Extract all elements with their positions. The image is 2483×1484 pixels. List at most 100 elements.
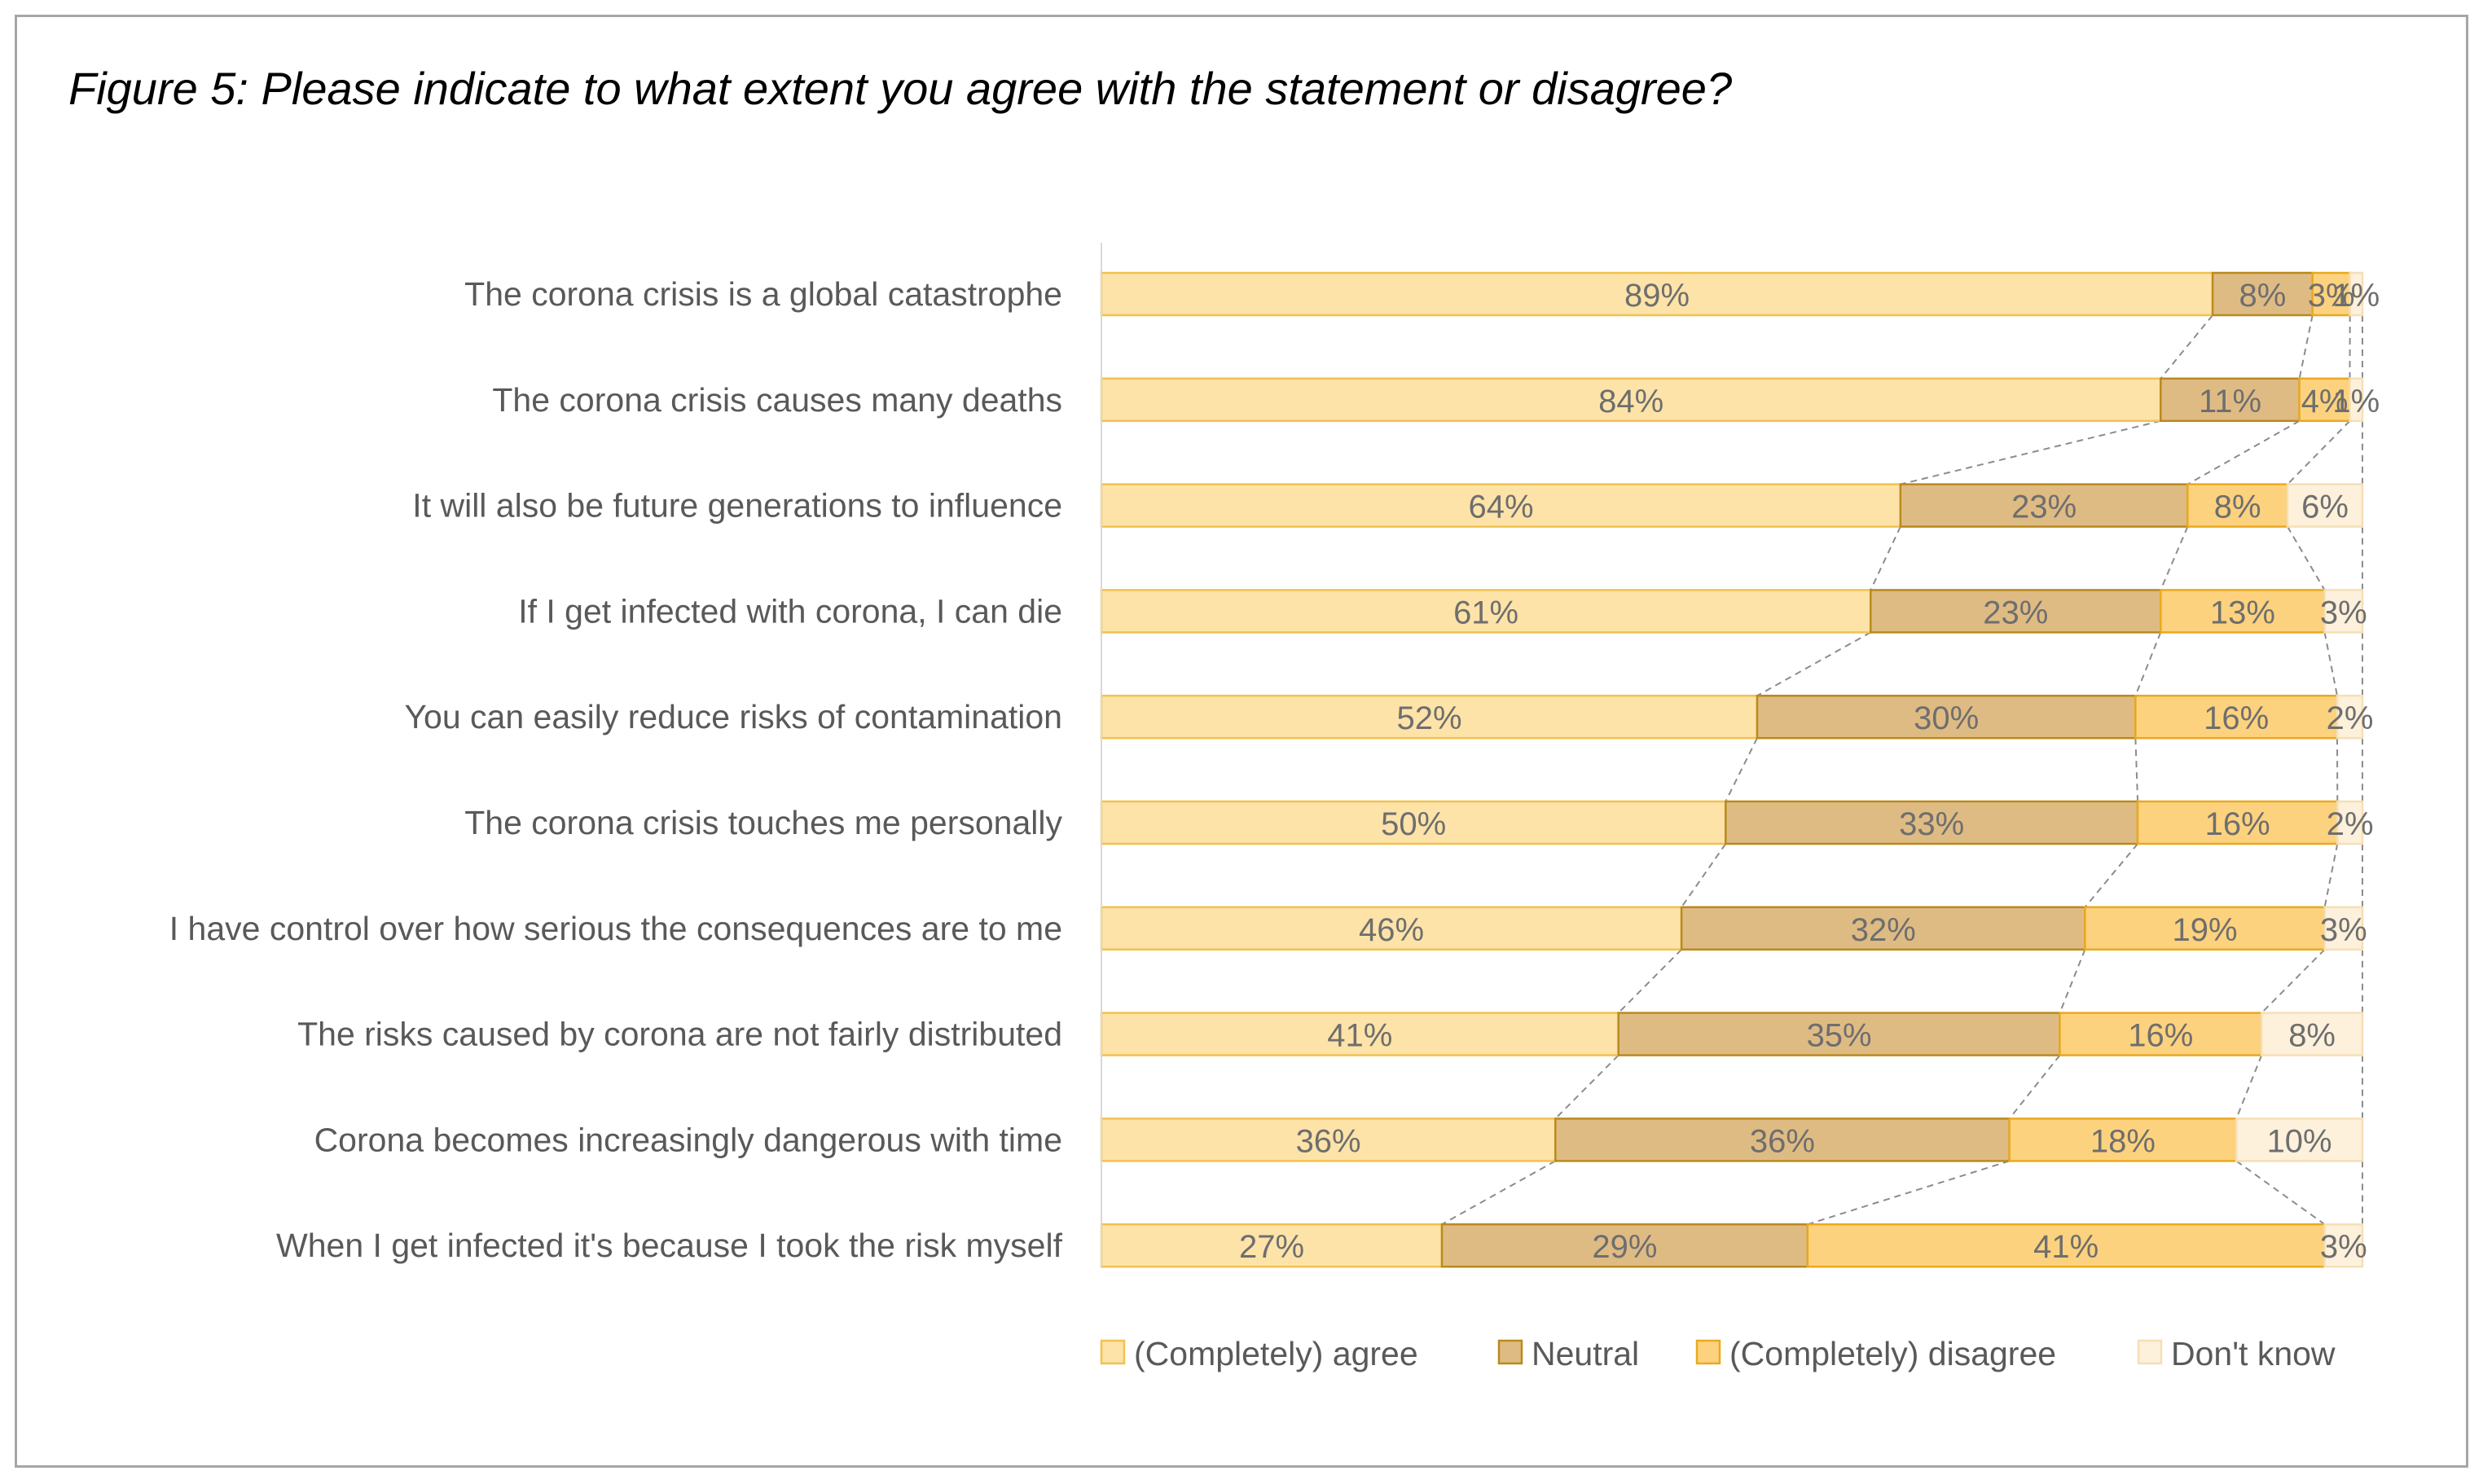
value-label-agree: 36% [1296, 1123, 1361, 1159]
bar-disagree [2084, 906, 2326, 951]
bar-disagree [2136, 800, 2339, 845]
series-line [1725, 737, 1758, 802]
category-label: The risks caused by corona are not fairl… [297, 1016, 1062, 1053]
legend: (Completely) agree Neutral (Completely) di… [1100, 1335, 2336, 1372]
bar-dont-know [2349, 271, 2364, 317]
series-line [1900, 419, 2161, 485]
series-line [2287, 526, 2326, 591]
value-label-dont-know: 3% [2320, 1229, 2367, 1265]
value-label-agree: 89% [1624, 278, 1690, 314]
category-label: The corona crisis touches me personally [464, 804, 1062, 841]
value-label-disagree: 41% [2033, 1229, 2098, 1265]
value-label-dont-know: 3% [2320, 595, 2367, 630]
category-label: The corona crisis is a global catastroph… [464, 275, 1062, 313]
value-label-dont-know: 10% [2267, 1123, 2332, 1159]
bars-layer [1100, 271, 2364, 1268]
value-label-dont-know: 3% [2320, 912, 2367, 948]
bar-dont-know [2235, 1117, 2364, 1162]
series-line [2287, 420, 2351, 485]
bar-dont-know [2323, 906, 2364, 951]
bar-dont-know [2286, 483, 2364, 528]
value-label-dont-know: 2% [2327, 700, 2374, 736]
value-label-dont-know: 1% [2332, 278, 2380, 314]
value-label-agree: 52% [1396, 700, 1461, 736]
series-line [1870, 526, 1901, 591]
series-line [1617, 949, 1682, 1014]
value-label-disagree: 16% [2128, 1018, 2193, 1054]
figure-title: Figure 5: Please indicate to what extent… [68, 63, 1733, 114]
value-label-neutral: 35% [1807, 1018, 1872, 1054]
bar-disagree [2134, 694, 2339, 740]
legend-swatch-agree [1100, 1339, 1126, 1365]
value-label-disagree: 16% [2204, 700, 2269, 736]
bar-agree [1100, 377, 2162, 423]
category-label: It will also be future generations to in… [412, 487, 1062, 525]
category-label: You can easily reduce risks of contamina… [404, 698, 1062, 735]
bar-dont-know [2323, 589, 2364, 634]
bar-agree [1100, 694, 1759, 740]
value-label-neutral: 23% [1983, 595, 2048, 630]
value-label-dont-know: 8% [2288, 1018, 2336, 1054]
bar-agree [1100, 1117, 1557, 1162]
legend-label-disagree: (Completely) disagree [1729, 1335, 2056, 1372]
category-label: I have control over how serious the cons… [169, 910, 1062, 947]
category-label: Corona becomes increasingly dangerous wi… [314, 1121, 1062, 1158]
bar-neutral [1756, 694, 2137, 740]
value-label-neutral: 36% [1750, 1123, 1815, 1159]
series-line [1441, 1160, 1556, 1226]
category-labels: The corona crisis is a global catastroph… [169, 275, 1063, 1264]
series-line [1807, 1160, 2010, 1226]
series-lines [1441, 314, 2363, 1226]
series-line [2186, 419, 2301, 485]
bar-neutral [2160, 377, 2301, 423]
series-line [2084, 843, 2138, 908]
bar-neutral [1899, 483, 2189, 528]
value-label-agree: 61% [1453, 595, 1518, 630]
value-label-disagree: 8% [2214, 490, 2261, 525]
bar-disagree [2186, 483, 2289, 528]
series-line [2160, 314, 2213, 380]
series-line [2160, 526, 2189, 591]
legend-label-agree: (Completely) agree [1134, 1335, 1418, 1372]
value-label-neutral: 30% [1914, 700, 1979, 736]
value-label-disagree: 18% [2090, 1123, 2156, 1159]
bar-dont-know [2349, 377, 2364, 423]
value-label-neutral: 23% [2011, 490, 2076, 525]
series-line [1681, 843, 1727, 908]
legend-label-neutral: Neutral [1532, 1335, 1639, 1372]
value-label-disagree: 3% [2308, 278, 2355, 314]
value-label-disagree: 4% [2301, 384, 2349, 419]
bar-dont-know [2323, 1223, 2364, 1268]
value-label-neutral: 29% [1592, 1229, 1657, 1265]
series-line [2059, 949, 2086, 1013]
value-labels: 89% 8% 3%1%84% 11% 4%1%64% 23% 8% 6%61% 23% 13% 3%… [1239, 278, 2380, 1265]
value-label-disagree: 13% [2210, 595, 2275, 630]
bar-neutral [1725, 800, 2139, 845]
value-label-dont-know: 1% [2332, 384, 2380, 419]
series-line [2008, 1054, 2061, 1120]
bar-dont-know [2260, 1012, 2364, 1056]
series-line [2134, 738, 2139, 802]
bar-disagree [2059, 1012, 2263, 1056]
category-label: When I get infected it's because I took … [276, 1227, 1063, 1264]
bar-neutral [1680, 906, 2086, 951]
series-line [2298, 314, 2314, 380]
value-label-agree: 27% [1239, 1229, 1304, 1265]
series-line [2323, 632, 2338, 696]
category-label: The corona crisis causes many deaths [492, 381, 1062, 419]
value-label-agree: 50% [1381, 806, 1446, 842]
value-label-neutral: 33% [1899, 806, 1964, 842]
bar-neutral [1554, 1117, 2011, 1162]
legend-swatch-disagree [1695, 1339, 1721, 1365]
series-line [2235, 1055, 2263, 1119]
value-label-neutral: 32% [1851, 912, 1916, 948]
value-label-neutral: 8% [2239, 278, 2286, 314]
value-label-dont-know: 6% [2301, 490, 2349, 525]
value-label-neutral: 11% [2199, 384, 2261, 419]
bar-disagree [2311, 271, 2351, 317]
series-line [2235, 1160, 2326, 1226]
bar-agree [1100, 1223, 1444, 1268]
bar-dont-know [2336, 694, 2364, 740]
value-label-agree: 41% [1327, 1018, 1392, 1054]
